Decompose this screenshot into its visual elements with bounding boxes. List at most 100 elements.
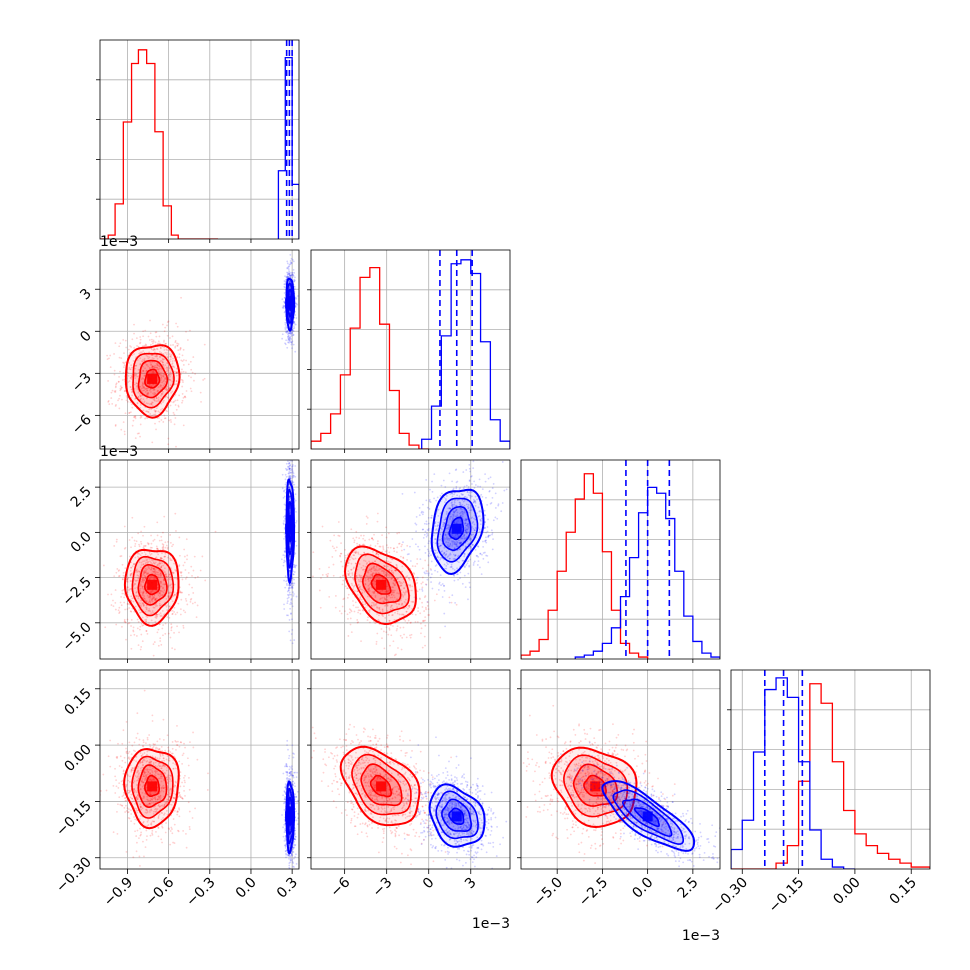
scatter-point (110, 604, 113, 606)
scatter-point (119, 601, 122, 604)
scatter-point (364, 539, 366, 542)
scatter-point (289, 271, 291, 274)
scatter-point (378, 567, 381, 570)
scatter-point (126, 577, 129, 580)
scatter-point (284, 550, 286, 553)
scatter-point (135, 594, 138, 597)
scatter-point (290, 468, 293, 471)
scatter-point (168, 378, 171, 381)
scatter-point (338, 610, 341, 612)
scatter-point (153, 393, 155, 396)
scatter-point (127, 586, 129, 589)
scatter-point (136, 627, 139, 630)
scatter-point (163, 579, 165, 582)
scatter-point (296, 303, 299, 306)
scatter-point (119, 394, 121, 397)
scatter-point (392, 572, 395, 575)
scatter-point (132, 626, 135, 629)
scatter-point (180, 571, 183, 574)
scatter-point (194, 601, 196, 604)
scatter-point (142, 370, 145, 372)
scatter-point (161, 323, 164, 326)
scatter-point (157, 576, 160, 578)
scatter-point (290, 343, 293, 346)
scatter-point (201, 555, 204, 558)
scatter-point (162, 594, 164, 597)
scatter-point (146, 633, 149, 635)
scatter-point (155, 366, 158, 369)
scatter-point (284, 478, 287, 481)
scatter-point (283, 503, 286, 506)
scatter-point (173, 366, 176, 369)
scatter-point (183, 548, 186, 551)
scatter-point (169, 373, 172, 376)
scatter-point (146, 616, 149, 619)
scatter-point (288, 593, 291, 596)
scatter-point (368, 538, 371, 541)
scatter-point (145, 600, 148, 603)
scatter-point (361, 543, 364, 546)
scatter-point (149, 388, 152, 391)
scatter-point (175, 570, 177, 572)
scatter-point (159, 594, 162, 597)
scatter-point (139, 591, 142, 594)
scatter-point (167, 387, 170, 390)
panel-3-2 (521, 670, 720, 869)
scatter-point (142, 358, 144, 361)
scatter-point (158, 367, 161, 370)
scatter-point (134, 542, 137, 545)
scatter-point (386, 552, 388, 555)
scatter-point (292, 582, 294, 585)
scatter-point (292, 565, 295, 568)
scatter-point (376, 540, 379, 543)
scatter-point (290, 601, 292, 604)
scatter-point (284, 275, 286, 278)
scatter-point (284, 286, 287, 289)
scatter-point (422, 536, 425, 539)
scatter-point (286, 260, 289, 263)
scatter-point (110, 593, 113, 596)
scatter-point (177, 343, 180, 345)
scatter-point (290, 333, 292, 335)
scatter-point (155, 331, 158, 334)
scatter-point (137, 644, 140, 647)
scatter-point (142, 534, 144, 537)
scatter-point (161, 627, 164, 630)
scatter-point (291, 642, 294, 645)
scatter-point (162, 375, 165, 377)
scatter-point (157, 563, 160, 565)
scatter-point (164, 582, 166, 585)
scatter-point (151, 559, 154, 562)
scatter-point (294, 296, 297, 299)
scatter-point (362, 543, 365, 546)
scatter-point (140, 397, 143, 400)
scatter-point (285, 481, 288, 484)
scatter-point (143, 359, 146, 362)
scatter-point (294, 288, 296, 290)
scatter-point (154, 616, 157, 619)
scatter-point (145, 387, 148, 390)
scatter-point (153, 562, 155, 565)
scatter-point (165, 389, 168, 392)
scatter-point (484, 551, 486, 554)
scatter-point (214, 530, 217, 533)
scatter-point (146, 364, 149, 366)
scatter-point (150, 542, 153, 545)
scatter-point (165, 573, 167, 576)
scatter-point (114, 342, 117, 345)
scatter-point (157, 378, 159, 381)
scatter-point (145, 561, 147, 564)
scatter-point (126, 579, 129, 581)
scatter-point (160, 580, 162, 583)
scatter-point (157, 340, 160, 343)
scatter-point (160, 408, 162, 411)
scatter-point (391, 625, 394, 627)
scatter-point (367, 595, 369, 598)
scatter-point (291, 465, 293, 468)
scatter-point (289, 477, 292, 480)
scatter-point (135, 385, 138, 388)
scatter-point (292, 474, 295, 477)
scatter-point (175, 367, 178, 370)
scatter-point (411, 565, 414, 567)
scatter-point (282, 561, 285, 564)
